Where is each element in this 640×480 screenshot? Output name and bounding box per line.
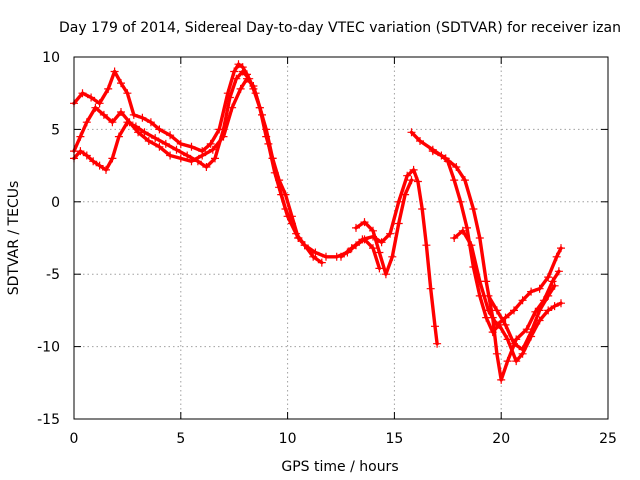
x-tick-label: 5 [176, 431, 185, 447]
series-point-markers [484, 281, 559, 354]
axis-ticks: 0 5 10 15 20 25 -15 -10 -5 0 5 10 [37, 50, 617, 447]
y-tick-label: 5 [51, 122, 60, 138]
y-tick-label: -5 [46, 267, 60, 283]
chart-title: Day 179 of 2014, Sidereal Day-to-day VTE… [59, 20, 621, 36]
series-line [452, 229, 563, 327]
y-tick-label: -10 [37, 340, 60, 356]
x-tick-label: 20 [492, 431, 510, 447]
x-tick-label: 10 [279, 431, 297, 447]
y-tick-label: 10 [42, 50, 60, 66]
x-tick-label: 0 [70, 431, 79, 447]
plot-frame [73, 56, 609, 420]
y-axis-label: SDTVAR / TECUs [6, 181, 22, 296]
x-axis-label: GPS time / hours [281, 459, 398, 475]
y-tick-label: 0 [51, 195, 60, 211]
series-track-8 [450, 226, 565, 329]
series-point-markers [352, 176, 416, 279]
series-track-9 [484, 281, 559, 354]
series-track-5 [352, 176, 416, 279]
series-point-markers [450, 226, 565, 329]
x-tick-label: 15 [385, 431, 403, 447]
y-tick-label: -15 [37, 412, 60, 428]
x-tick-label: 25 [599, 431, 617, 447]
grid [74, 57, 608, 419]
